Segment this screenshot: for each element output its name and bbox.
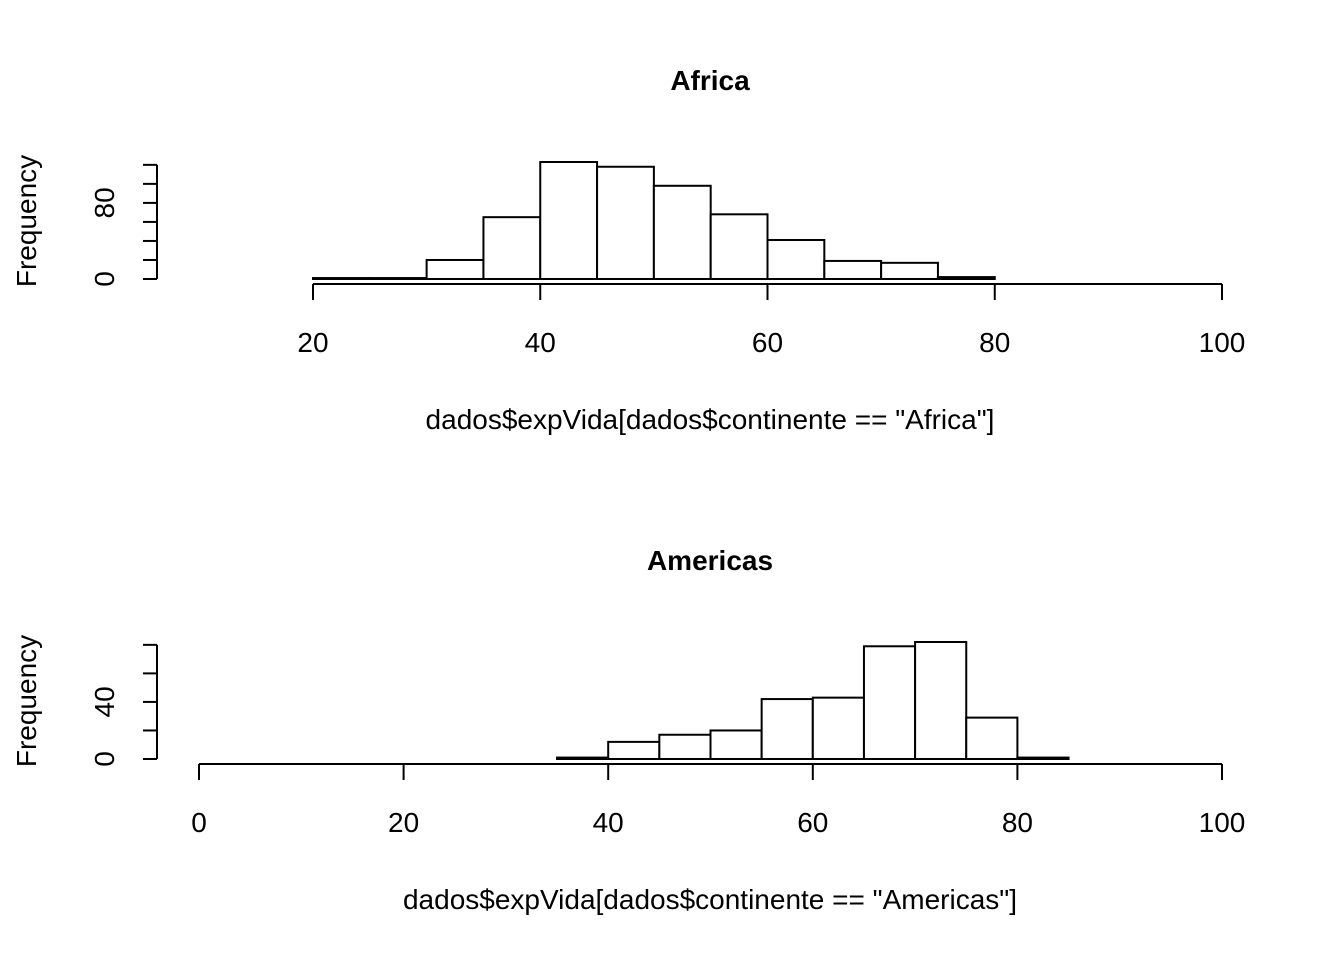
africa-x-tick-label-0: 20 xyxy=(297,327,328,358)
americas-bar-1 xyxy=(607,740,661,761)
africa-bar-4 xyxy=(539,161,599,280)
americas-x-axis-label: dados$expVida[dados$continente == "Ameri… xyxy=(403,884,1017,915)
africa-x-tick-label-4: 100 xyxy=(1199,327,1246,358)
africa-histogram-panel: Africa Frequency dados$expVida[dados$con… xyxy=(11,65,1245,435)
americas-x-tick-label-1: 20 xyxy=(388,807,419,838)
americas-x-axis: 0 20 40 60 80 100 xyxy=(191,763,1246,838)
africa-bar-1 xyxy=(368,277,428,280)
africa-bar-9 xyxy=(823,259,883,280)
americas-x-tick-label-0: 0 xyxy=(191,807,207,838)
americas-bar-9 xyxy=(1016,756,1070,761)
africa-bar-0 xyxy=(312,277,371,280)
africa-x-tick-label-3: 80 xyxy=(979,327,1010,358)
africa-y-axis-label: Frequency xyxy=(11,155,42,287)
americas-bar-2 xyxy=(658,733,712,760)
americas-chart-title: Americas xyxy=(647,545,773,576)
africa-x-axis: 20 40 60 80 100 xyxy=(297,283,1246,358)
africa-bar-6 xyxy=(652,184,712,280)
africa-y-axis: 0 80 xyxy=(89,163,158,287)
americas-x-tick-label-3: 60 xyxy=(797,807,828,838)
africa-x-tick-label-1: 40 xyxy=(525,327,556,358)
americas-y-axis-label: Frequency xyxy=(11,635,42,767)
americas-y-axis: 0 40 xyxy=(89,643,158,767)
africa-bar-3 xyxy=(482,216,542,280)
americas-x-tick-label-4: 80 xyxy=(1002,807,1033,838)
americas-bar-3 xyxy=(709,729,763,761)
africa-y-tick-label-4: 80 xyxy=(89,187,120,218)
americas-bar-7 xyxy=(914,641,968,760)
americas-bars xyxy=(556,641,1070,761)
americas-bar-4 xyxy=(760,698,814,761)
africa-bar-11 xyxy=(936,276,996,281)
africa-x-tick-label-2: 60 xyxy=(752,327,783,358)
americas-bar-6 xyxy=(862,645,917,761)
africa-x-axis-label: dados$expVida[dados$continente == "Afric… xyxy=(426,404,995,435)
africa-bar-7 xyxy=(709,213,769,281)
americas-x-tick-label-5: 100 xyxy=(1199,807,1246,838)
africa-bar-8 xyxy=(766,239,826,280)
americas-histogram-panel: Americas Frequency dados$expVida[dados$c… xyxy=(11,545,1245,915)
africa-bar-2 xyxy=(425,258,485,281)
americas-y-tick-label-2: 40 xyxy=(89,686,120,717)
africa-y-tick-label-0: 0 xyxy=(89,271,120,287)
africa-chart-title: Africa xyxy=(670,65,750,96)
africa-bars xyxy=(312,161,996,281)
africa-bar-10 xyxy=(880,261,939,280)
americas-bar-8 xyxy=(965,716,1019,760)
americas-bar-5 xyxy=(811,696,865,761)
africa-bar-5 xyxy=(596,165,655,281)
americas-x-tick-label-2: 40 xyxy=(593,807,624,838)
americas-bar-0 xyxy=(556,756,610,761)
americas-y-tick-label-0: 0 xyxy=(89,751,120,767)
